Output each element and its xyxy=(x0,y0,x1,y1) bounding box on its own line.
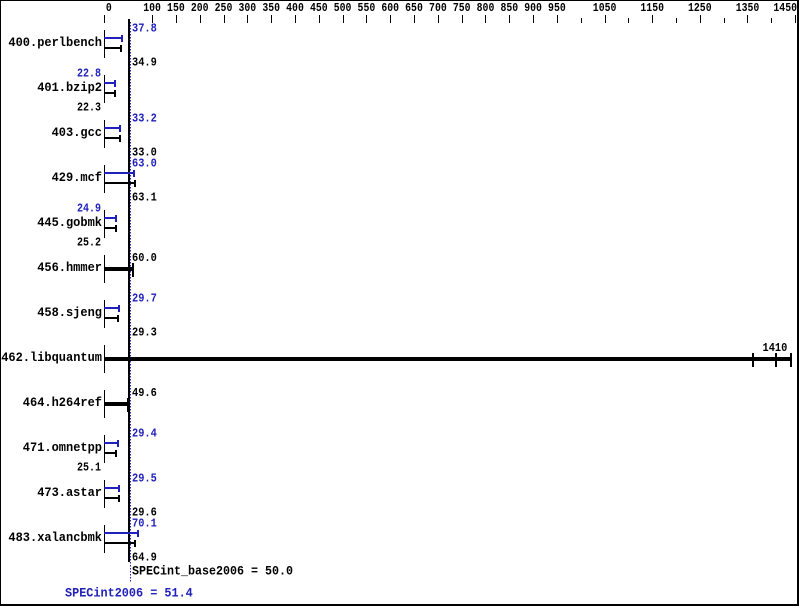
svg-text:1150: 1150 xyxy=(640,1,664,15)
svg-text:400: 400 xyxy=(286,1,304,15)
svg-text:34.9: 34.9 xyxy=(132,55,157,69)
svg-text:700: 700 xyxy=(429,1,447,15)
svg-text:63.1: 63.1 xyxy=(132,190,157,204)
svg-text:60.0: 60.0 xyxy=(132,251,157,265)
svg-text:25.1: 25.1 xyxy=(77,460,101,474)
svg-text:403.gcc: 403.gcc xyxy=(52,125,103,140)
svg-text:800: 800 xyxy=(477,1,495,15)
svg-text:200: 200 xyxy=(191,1,209,15)
svg-text:1350: 1350 xyxy=(736,1,760,15)
svg-text:29.6: 29.6 xyxy=(132,505,157,519)
svg-text:464.h264ref: 464.h264ref xyxy=(23,395,102,410)
svg-text:29.3: 29.3 xyxy=(132,325,157,339)
svg-text:456.hmmer: 456.hmmer xyxy=(37,260,102,275)
svg-text:750: 750 xyxy=(453,1,471,15)
svg-text:600: 600 xyxy=(381,1,399,15)
svg-text:33.2: 33.2 xyxy=(132,111,157,125)
svg-text:445.gobmk: 445.gobmk xyxy=(37,215,102,230)
svg-text:550: 550 xyxy=(358,1,376,15)
svg-text:29.5: 29.5 xyxy=(132,471,157,485)
svg-text:22.8: 22.8 xyxy=(77,66,101,80)
svg-text:401.bzip2: 401.bzip2 xyxy=(37,80,102,95)
svg-text:1450: 1450 xyxy=(773,1,797,15)
svg-text:450: 450 xyxy=(310,1,328,15)
svg-text:49.6: 49.6 xyxy=(132,386,157,400)
svg-text:150: 150 xyxy=(167,1,185,15)
svg-text:473.astar: 473.astar xyxy=(37,485,102,500)
svg-text:483.xalancbmk: 483.xalancbmk xyxy=(8,530,102,545)
svg-text:462.libquantum: 462.libquantum xyxy=(1,350,102,365)
svg-text:29.4: 29.4 xyxy=(132,426,157,440)
svg-text:1050: 1050 xyxy=(593,1,617,15)
svg-text:458.sjeng: 458.sjeng xyxy=(37,305,102,320)
svg-text:33.0: 33.0 xyxy=(132,145,157,159)
svg-text:350: 350 xyxy=(262,1,280,15)
svg-text:29.7: 29.7 xyxy=(132,291,157,305)
svg-text:SPECint_base2006 = 50.0: SPECint_base2006 = 50.0 xyxy=(132,563,293,578)
svg-text:64.9: 64.9 xyxy=(132,550,157,564)
svg-text:1410: 1410 xyxy=(763,341,788,355)
svg-text:429.mcf: 429.mcf xyxy=(52,170,103,185)
svg-text:0: 0 xyxy=(106,1,112,15)
svg-text:100: 100 xyxy=(143,1,161,15)
svg-text:500: 500 xyxy=(334,1,352,15)
svg-text:1250: 1250 xyxy=(688,1,712,15)
svg-text:300: 300 xyxy=(238,1,256,15)
svg-text:400.perlbench: 400.perlbench xyxy=(8,35,102,50)
svg-text:471.omnetpp: 471.omnetpp xyxy=(23,440,102,455)
svg-text:37.8: 37.8 xyxy=(132,21,157,35)
svg-text:SPECint2006 = 51.4: SPECint2006 = 51.4 xyxy=(65,585,193,600)
svg-text:950: 950 xyxy=(548,1,566,15)
svg-text:70.1: 70.1 xyxy=(132,516,157,530)
svg-text:25.2: 25.2 xyxy=(77,235,101,249)
svg-text:650: 650 xyxy=(405,1,423,15)
svg-text:22.3: 22.3 xyxy=(77,100,101,114)
svg-text:63.0: 63.0 xyxy=(132,156,157,170)
svg-text:24.9: 24.9 xyxy=(77,201,101,215)
svg-text:900: 900 xyxy=(524,1,542,15)
svg-text:850: 850 xyxy=(500,1,518,15)
svg-text:250: 250 xyxy=(215,1,233,15)
